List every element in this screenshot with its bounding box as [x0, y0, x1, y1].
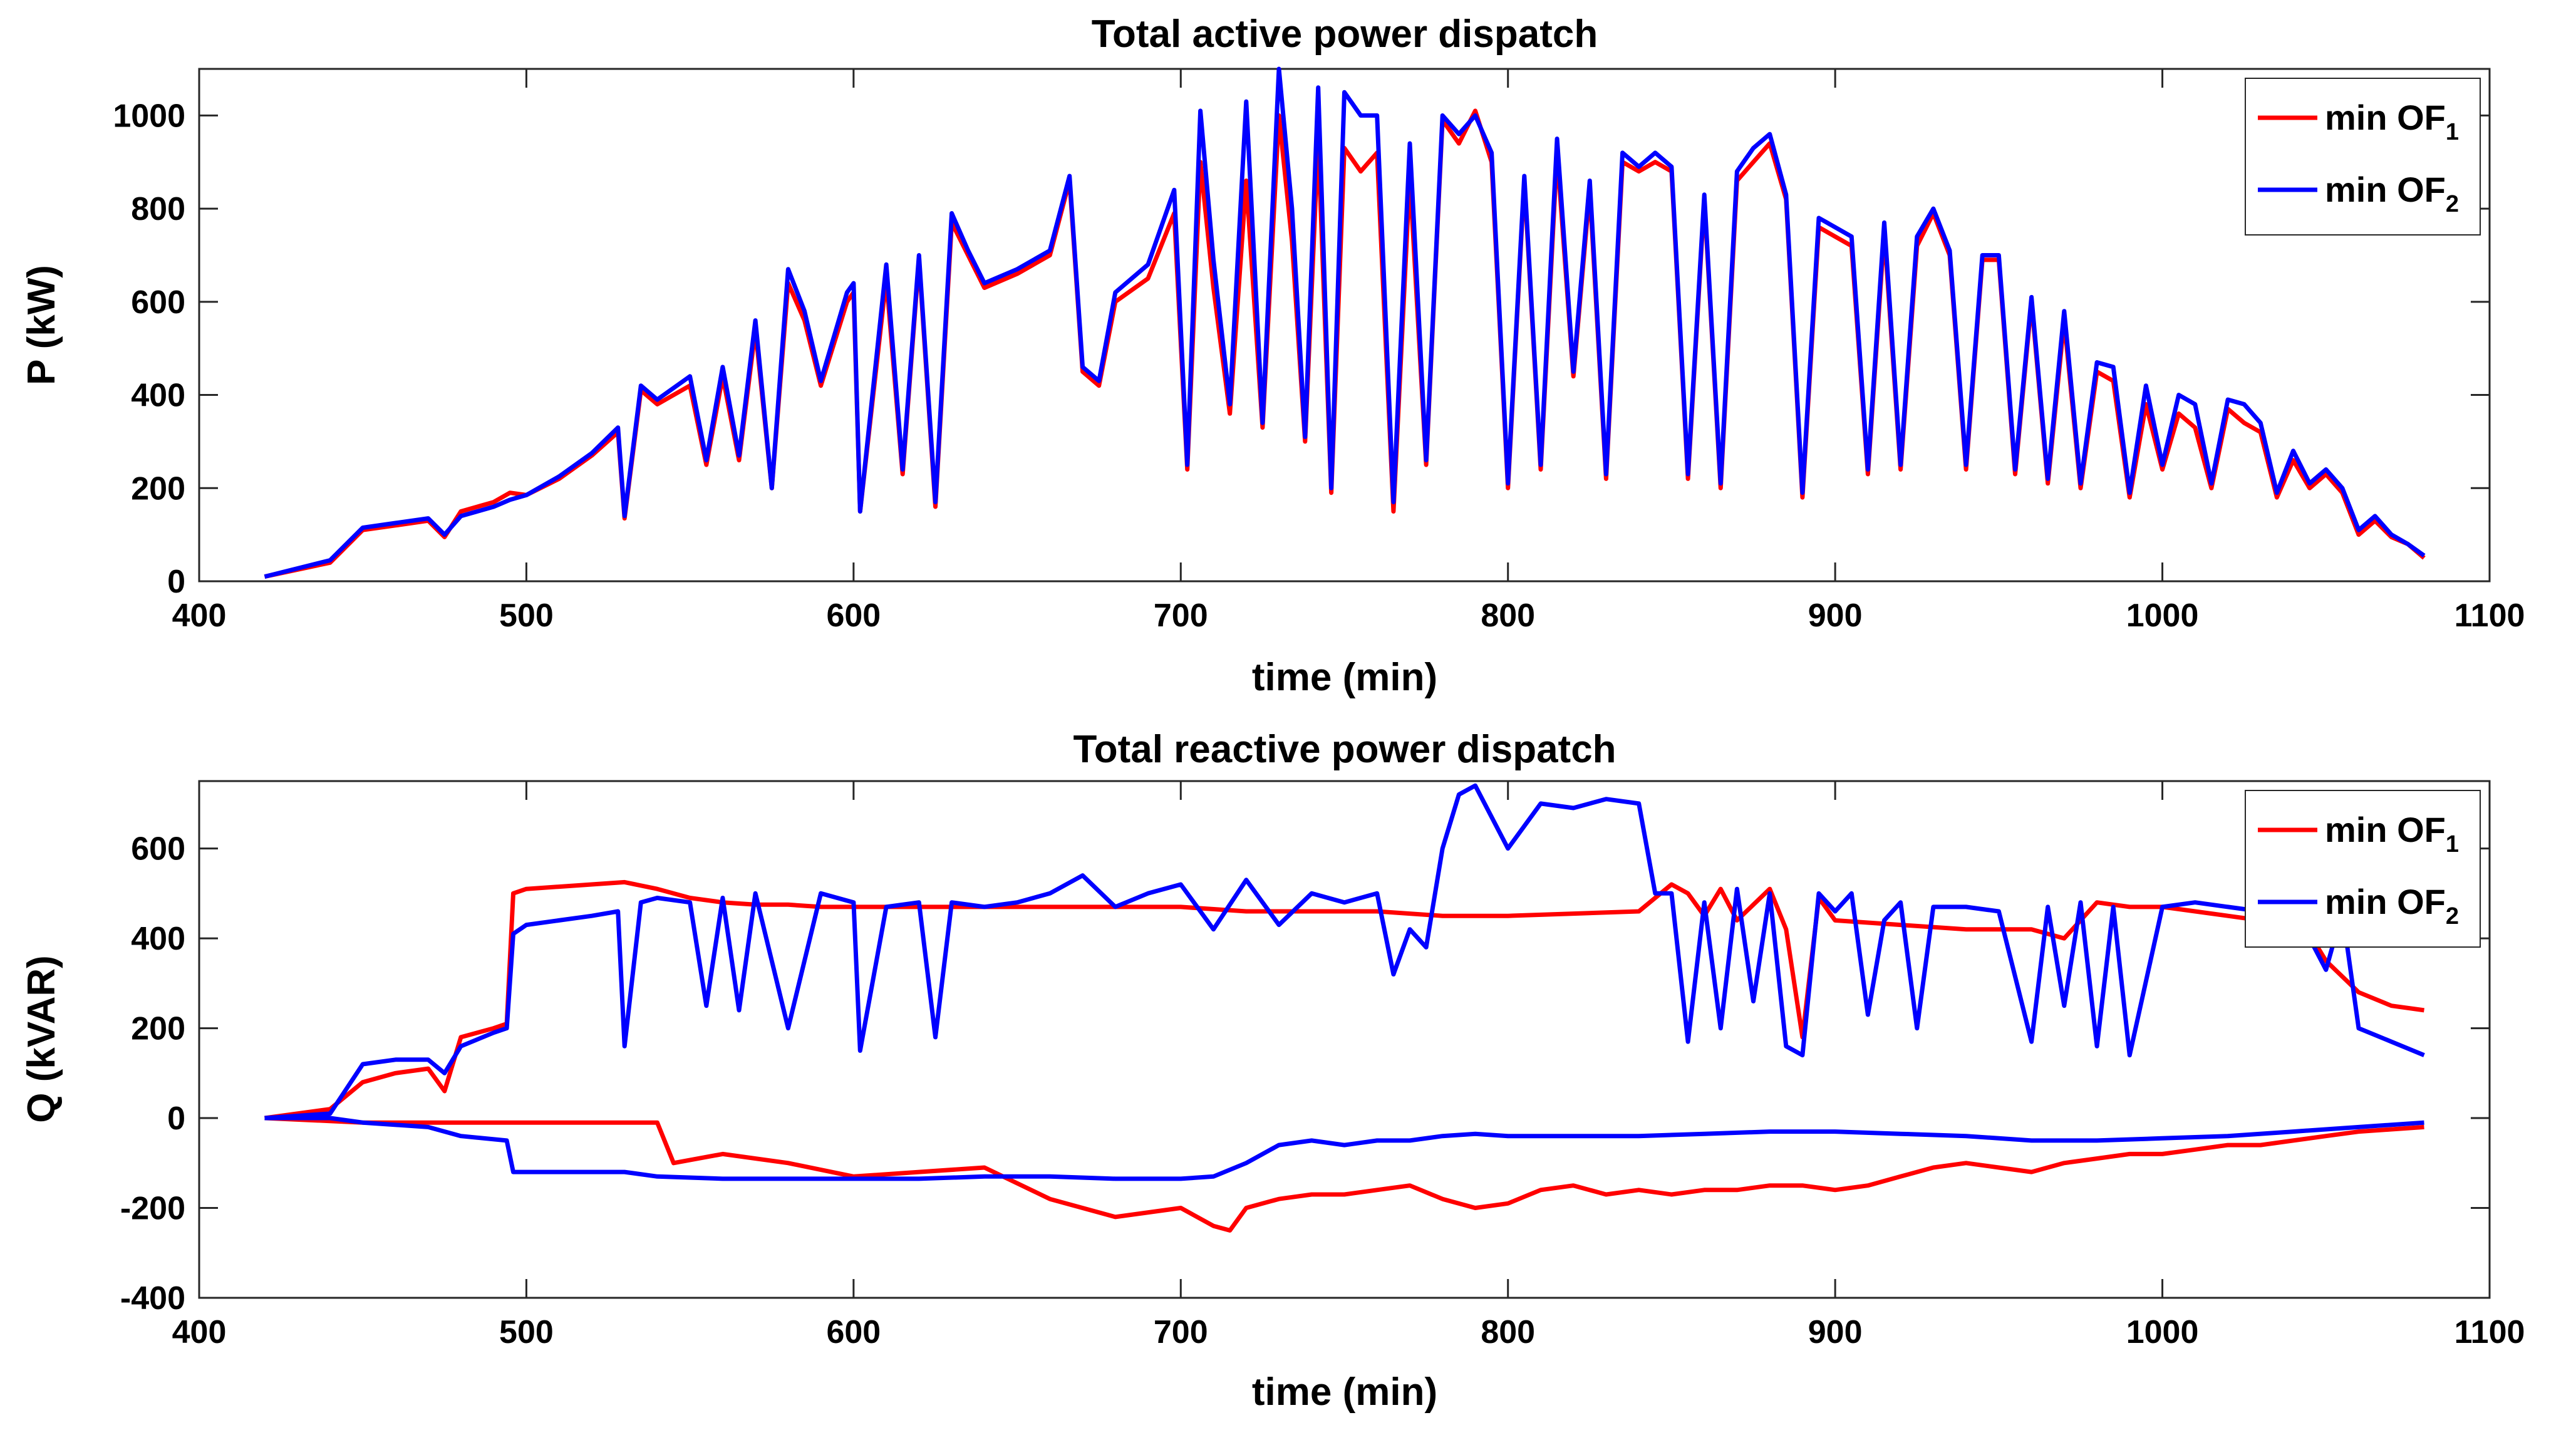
reactive-power-axes-box: [198, 780, 2491, 1299]
legend-sub: 2: [2446, 903, 2459, 930]
reactive-power-legend-box: [2245, 790, 2481, 948]
reactive-power-x-tick-label: 600: [826, 1314, 881, 1350]
active-power-y-tick-label: 600: [131, 284, 185, 321]
active-power-legend-entry-1: min OF1: [2325, 98, 2459, 145]
reactive-power-y-tick-label: 200: [131, 1011, 185, 1047]
reactive-power-x-tick-labels: 400 500 600 700 800 900 1000 1100: [172, 1314, 2525, 1350]
active-power-legend-entry-2: min OF2: [2325, 170, 2459, 217]
active-power-x-tick-label: 800: [1481, 598, 1535, 634]
reactive-power-x-tick-label: 1000: [2126, 1314, 2199, 1350]
reactive-power-x-tick-label: 400: [172, 1314, 227, 1350]
legend-sub: 1: [2446, 831, 2459, 857]
reactive-power-legend: min OF1 min OF2: [2245, 790, 2481, 948]
reactive-power-y-tick-label: 600: [131, 831, 185, 868]
active-power-x-label: time (min): [1252, 656, 1437, 699]
active-power-y-tick-label: 200: [131, 470, 185, 507]
reactive-power-ticks: [198, 781, 2491, 1299]
reactive-power-y-tick-labels: -400 -200 0 200 400 600: [120, 831, 185, 1317]
active-power-y-tick-label: 1000: [113, 98, 185, 134]
active-power-series: [264, 66, 2426, 579]
active-power-panel: Total active power dispatch 400 500 600 700…: [20, 13, 2525, 699]
active-power-x-tick-label: 700: [1154, 598, 1208, 634]
legend-base: min OF: [2325, 810, 2446, 849]
reactive-power-series-2: [264, 783, 2425, 1121]
reactive-power-y-tick-label: 400: [131, 921, 185, 957]
active-power-x-tick-label: 500: [499, 598, 554, 634]
reactive-power-panel: Total reactive power dispatch 400 500 600 7…: [20, 728, 2525, 1414]
reactive-power-series-1: [264, 879, 2424, 1121]
reactive-power-x-tick-label: 900: [1808, 1314, 1863, 1350]
legend-base: min OF: [2325, 98, 2446, 137]
active-power-y-tick-label: 0: [167, 564, 185, 600]
reactive-power-x-tick-label: 700: [1154, 1314, 1208, 1350]
legend-sub: 2: [2446, 191, 2459, 217]
active-power-x-tick-label: 900: [1808, 598, 1863, 634]
legend-base: min OF: [2325, 170, 2446, 209]
active-power-title: Total active power dispatch: [1092, 13, 1598, 56]
legend-sub: 1: [2446, 119, 2459, 145]
reactive-power-legend-entry-1: min OF1: [2325, 810, 2459, 857]
active-power-x-tick-label: 1000: [2126, 598, 2199, 634]
active-power-y-tick-label: 800: [131, 191, 185, 227]
reactive-power-y-label: Q (kVAR): [20, 955, 63, 1123]
active-power-legend-box: [2245, 78, 2481, 236]
active-power-x-tick-label: 1100: [2454, 598, 2525, 634]
active-power-legend: min OF1 min OF2: [2245, 78, 2481, 236]
active-power-y-tick-label: 400: [131, 378, 185, 414]
reactive-power-x-tick-label: 800: [1481, 1314, 1535, 1350]
reactive-power-x-tick-label: 1100: [2454, 1314, 2525, 1350]
reactive-power-y-tick-label: -200: [120, 1191, 185, 1227]
reactive-power-x-tick-label: 500: [499, 1314, 554, 1350]
reactive-power-y-tick-label: 0: [167, 1101, 185, 1137]
active-power-x-tick-labels: 400 500 600 700 800 900 1000 1100: [172, 598, 2525, 634]
active-power-y-tick-labels: 0 200 400 600 800 1000: [113, 98, 185, 600]
reactive-power-series: [264, 783, 2425, 1233]
reactive-power-title: Total reactive power dispatch: [1073, 728, 1616, 771]
active-power-series-2: [264, 66, 2426, 579]
reactive-power-x-label: time (min): [1252, 1370, 1437, 1414]
reactive-power-legend-entry-2: min OF2: [2325, 882, 2459, 930]
reactive-power-series-4: [264, 1116, 2424, 1181]
reactive-power-y-tick-label: -400: [120, 1280, 185, 1317]
active-power-x-tick-label: 600: [826, 598, 881, 634]
legend-base: min OF: [2325, 882, 2446, 921]
active-power-y-label: P (kW): [20, 265, 63, 385]
active-power-x-tick-label: 400: [172, 598, 227, 634]
reactive-power-series-3: [264, 1116, 2424, 1233]
